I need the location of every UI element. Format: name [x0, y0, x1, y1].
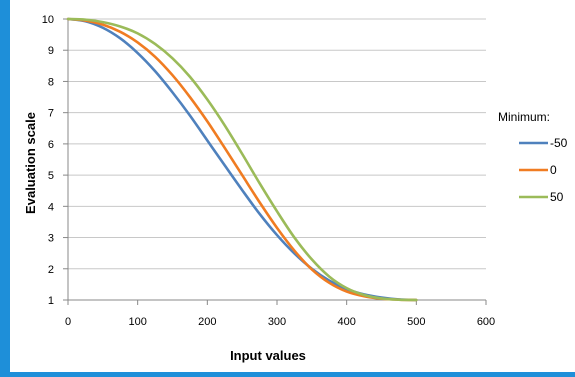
y-tick-labels: 1 2 3 4 5 6 7 8 9 10 [42, 14, 54, 307]
gridlines [68, 18, 486, 270]
y-tick-label: 1 [48, 295, 54, 307]
x-tick-label: 600 [477, 316, 495, 328]
legend-label-1: 0 [550, 163, 557, 177]
y-tick-label: 2 [48, 264, 54, 276]
legend: Minimum: -50 0 50 [498, 110, 568, 204]
x-tick-label: 0 [65, 316, 71, 328]
series-line-0 [66, 17, 418, 302]
y-axis-title: Evaluation scale [23, 112, 38, 214]
axes [63, 18, 487, 305]
x-axis-title: Input values [230, 348, 306, 363]
y-tick-label: 6 [48, 139, 54, 151]
x-tick-label: 400 [337, 316, 355, 328]
x-tick-label: 300 [268, 316, 286, 328]
y-tick-label: 9 [48, 45, 54, 57]
legend-label-0: -50 [550, 136, 568, 150]
x-tick-labels: 0 100 200 300 400 500 600 [65, 316, 495, 328]
chart-card: 1 2 3 4 5 6 7 8 9 10 0 100 200 300 400 500 600 Input va… [10, 0, 575, 372]
legend-label-2: 50 [550, 190, 564, 204]
y-tick-label: 3 [48, 233, 54, 245]
series-line-2 [66, 17, 418, 302]
y-tick-label: 10 [42, 14, 54, 26]
x-tick-label: 100 [128, 316, 146, 328]
series-line-1 [66, 17, 418, 302]
y-tick-label: 5 [48, 170, 54, 182]
series-lines [66, 17, 418, 302]
y-tick-label: 8 [48, 76, 54, 88]
x-tick-label: 200 [198, 316, 216, 328]
y-tick-label: 4 [48, 201, 54, 213]
legend-title: Minimum: [498, 110, 550, 124]
y-tick-label: 7 [48, 108, 54, 120]
x-tick-label: 500 [407, 316, 425, 328]
